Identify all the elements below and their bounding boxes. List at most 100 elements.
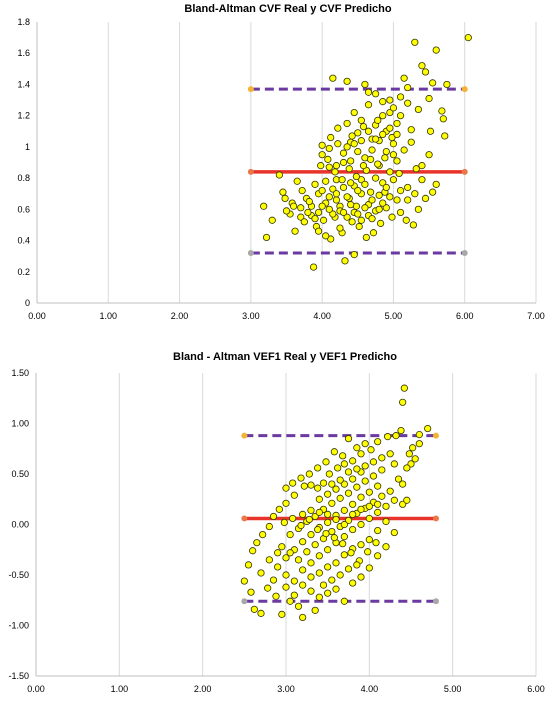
data-point (304, 208, 312, 217)
chart-title: Bland - Altman VEF1 Real y VEF1 Predicho (173, 351, 397, 363)
data-point (394, 475, 403, 483)
data-point (344, 468, 353, 476)
data-point (357, 450, 365, 458)
data-point (315, 569, 323, 577)
data-point (332, 162, 340, 170)
data-point (269, 512, 278, 521)
data-point (324, 563, 332, 571)
data-point (289, 514, 297, 523)
data-point (386, 124, 394, 132)
data-point (414, 205, 422, 213)
data-point (374, 552, 382, 560)
data-point (340, 551, 348, 559)
data-point (282, 554, 290, 562)
data-point (314, 484, 322, 492)
data-point (307, 531, 315, 539)
data-point (369, 229, 378, 237)
y-tick-label: 1.6 (17, 48, 30, 58)
data-point (379, 98, 387, 106)
data-point (348, 132, 356, 140)
y-tick-label: 0 (25, 298, 30, 308)
data-point (315, 508, 323, 516)
data-point (432, 180, 440, 188)
data-point (347, 157, 355, 165)
data-point (381, 154, 389, 162)
data-point (386, 108, 394, 117)
data-point (361, 204, 369, 212)
data-point (260, 202, 268, 210)
data-point (311, 606, 319, 614)
data-point (365, 514, 373, 523)
data-point (386, 168, 394, 176)
data-point (378, 492, 386, 500)
data-point (290, 202, 298, 210)
data-point (334, 464, 342, 472)
data-point (378, 466, 386, 474)
data-point (331, 168, 339, 176)
data-point (382, 502, 390, 510)
data-point (369, 472, 378, 480)
data-point (327, 133, 335, 142)
data-point (307, 559, 315, 567)
y-tick-label: 0.8 (17, 173, 30, 183)
data-point (343, 193, 351, 201)
data-point (359, 162, 368, 170)
data-point (386, 450, 394, 458)
data-point (404, 183, 412, 192)
data-point (343, 77, 351, 85)
data-point (253, 539, 261, 547)
y-tick-label: 0.6 (17, 204, 30, 214)
data-point (294, 602, 303, 610)
data-point (357, 116, 365, 124)
data-point (355, 222, 363, 231)
data-point (347, 549, 355, 557)
data-point (329, 210, 337, 218)
data-point (392, 432, 400, 440)
data-point (338, 176, 346, 184)
data-point (328, 480, 336, 488)
data-point (349, 457, 357, 465)
data-point (240, 577, 248, 585)
y-tick-label: -0.50 (8, 570, 29, 580)
data-point (339, 208, 348, 217)
data-point (361, 180, 369, 188)
data-point (315, 552, 323, 560)
data-point (389, 140, 398, 148)
data-point (400, 384, 408, 392)
data-point (307, 506, 315, 514)
data-point (286, 531, 294, 539)
data-point (257, 609, 265, 617)
data-point (357, 505, 365, 513)
data-point (347, 179, 355, 187)
data-point (329, 185, 337, 193)
data-point (282, 583, 290, 591)
data-point (303, 548, 311, 556)
data-point (362, 233, 370, 242)
data-point (347, 201, 355, 209)
data-point (403, 496, 411, 504)
data-point (343, 119, 351, 128)
data-point (367, 446, 375, 454)
data-point (390, 528, 398, 537)
data-point (299, 566, 307, 574)
x-tick-label: 0.00 (28, 311, 46, 321)
data-point (418, 62, 426, 70)
data-point (275, 505, 283, 513)
data-point (311, 541, 319, 549)
y-tick-label: 1 (25, 142, 30, 152)
data-point (340, 533, 348, 541)
data-point (299, 613, 307, 622)
data-point (379, 179, 387, 187)
data-point (305, 515, 313, 524)
data-point (375, 205, 383, 213)
data-point (332, 485, 340, 493)
data-point (299, 538, 307, 546)
data-point (425, 151, 433, 159)
data-point (272, 592, 280, 600)
data-point (330, 448, 338, 456)
data-point (311, 215, 319, 223)
data-point (278, 610, 286, 618)
data-point (339, 149, 348, 157)
data-point (328, 576, 336, 584)
data-point (403, 464, 411, 472)
